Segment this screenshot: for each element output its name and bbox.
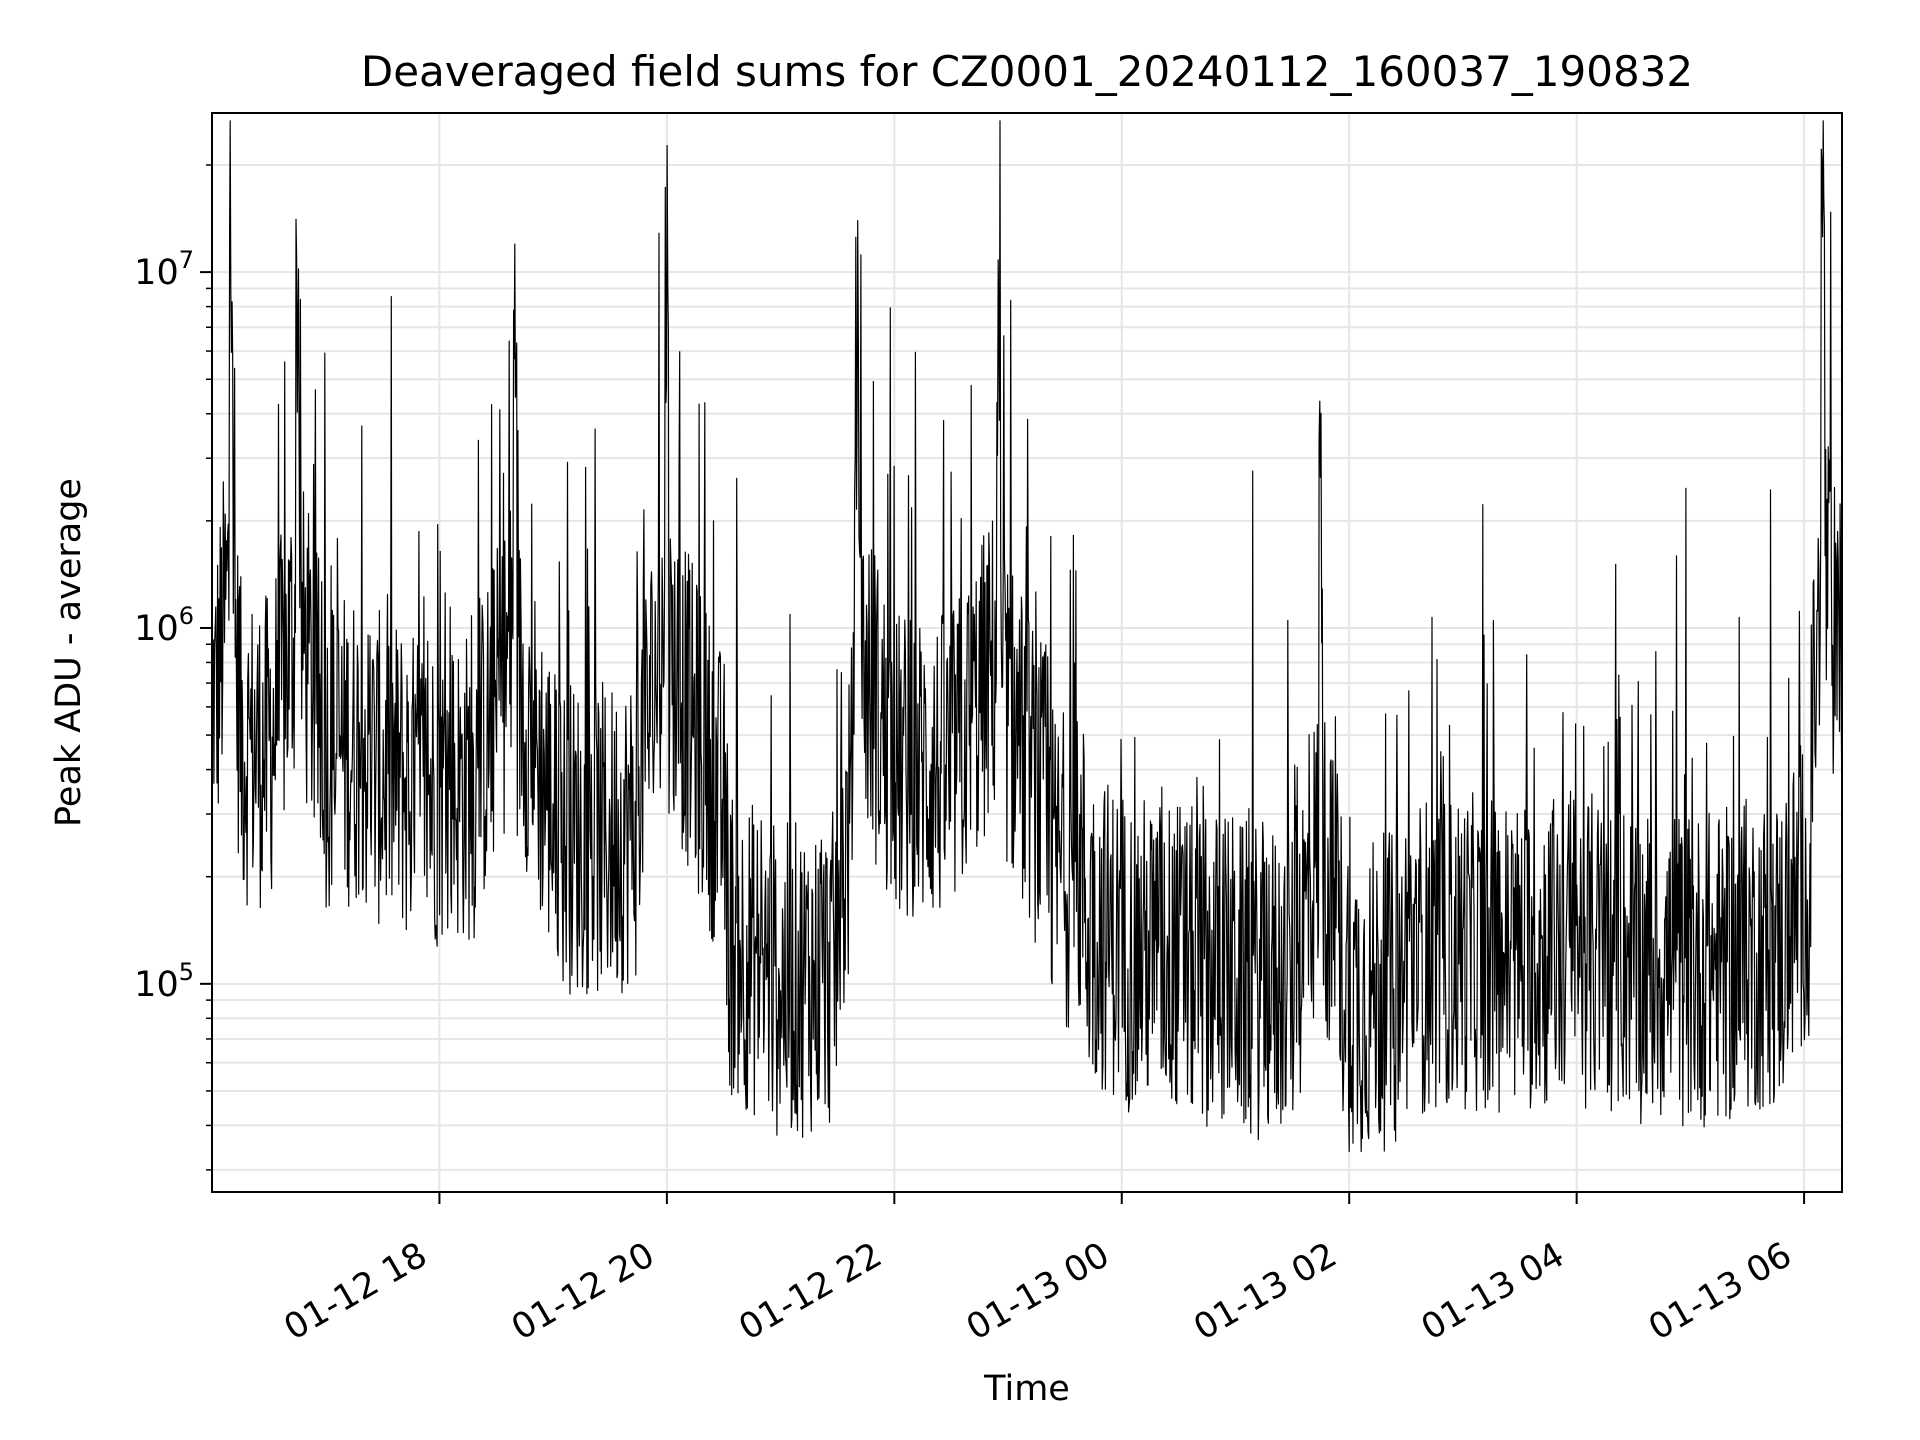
series-layer — [211, 120, 1843, 1153]
y-tick-label: 105 — [134, 958, 194, 1005]
series-line — [211, 120, 1843, 1153]
y-axis: 105 106 107 — [134, 164, 212, 1171]
y-tick-label: 107 — [134, 246, 194, 293]
y-axis-label: Peak ADU - average — [49, 478, 89, 827]
y-tick-label: 106 — [134, 602, 194, 649]
chart-title: Deaveraged field sums for CZ0001_2024011… — [361, 47, 1693, 96]
plot-frame — [211, 112, 1843, 1193]
x-axis-label: Time — [983, 1369, 1070, 1409]
